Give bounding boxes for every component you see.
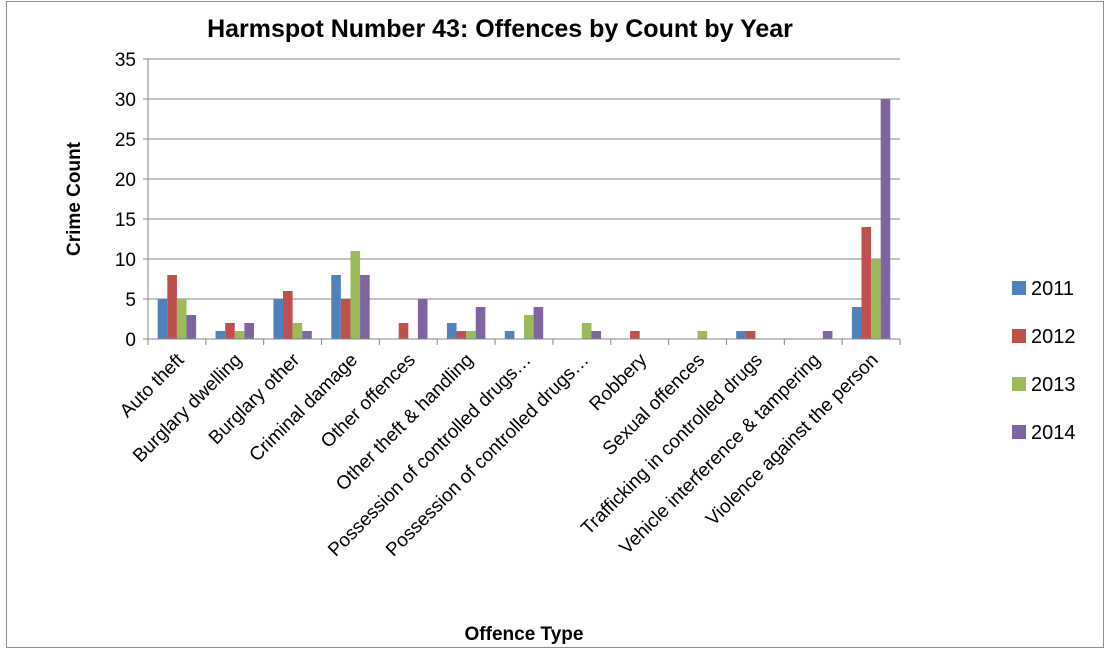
bar-2013 — [697, 331, 708, 339]
bar-2012 — [340, 299, 351, 339]
legend-swatch-2012 — [1012, 329, 1026, 343]
bar-2014 — [533, 307, 544, 339]
bar-2014 — [880, 99, 891, 339]
bar-2012 — [167, 275, 177, 339]
bar-2014 — [360, 275, 370, 339]
bar-2014 — [302, 331, 312, 339]
legend-label: 2013 — [1031, 374, 1076, 396]
bar-2012 — [283, 291, 293, 339]
legend-label: 2014 — [1031, 422, 1076, 444]
bar-2013 — [292, 323, 303, 339]
bar-2013 — [350, 251, 361, 339]
y-tick-labels: 0 5 10 15 20 25 30 35 — [115, 50, 136, 351]
legend-swatch-2014 — [1012, 425, 1026, 439]
bar-2011 — [851, 307, 862, 339]
y-tick-label: 15 — [115, 210, 136, 231]
legend-label: 2011 — [1031, 278, 1074, 300]
bar-2014 — [417, 299, 428, 339]
bar-2012 — [225, 323, 235, 339]
y-axis-title: Crime Count — [64, 141, 85, 256]
bar-2013 — [871, 259, 881, 339]
gridlines — [148, 58, 900, 300]
bar-2013 — [234, 331, 245, 339]
y-tick-label: 10 — [115, 250, 136, 271]
y-tick-label: 0 — [125, 330, 136, 351]
bar-2012 — [456, 331, 467, 339]
legend-swatch-2013 — [1012, 377, 1026, 391]
bar-2013 — [581, 323, 592, 339]
y-tick-label: 35 — [115, 50, 136, 71]
chart-title: Harmspot Number 43: Offences by Count by… — [207, 15, 793, 43]
axes — [143, 58, 901, 345]
bar-2012 — [745, 331, 756, 339]
bar-2012 — [398, 323, 409, 339]
bar-2011 — [446, 323, 457, 339]
bar-2013 — [524, 315, 534, 339]
bar-2014 — [475, 307, 486, 339]
bar-2011 — [331, 275, 341, 339]
x-axis-title: Offence Type — [465, 624, 584, 645]
bars — [157, 99, 891, 339]
y-tick-label: 20 — [115, 170, 136, 191]
bar-2012 — [861, 227, 872, 339]
bar-2014 — [822, 331, 833, 339]
bar-2012 — [630, 331, 640, 339]
legend-swatch-2011 — [1012, 281, 1026, 295]
bar-2011 — [504, 331, 515, 339]
bar-2011 — [273, 299, 284, 339]
legend-label: 2012 — [1031, 326, 1076, 348]
bar-2011 — [157, 299, 168, 339]
legend: 2011 2012 2013 2014 — [1012, 278, 1076, 444]
bar-2014 — [591, 331, 602, 339]
y-tick-label: 25 — [115, 130, 136, 151]
bar-2011 — [215, 331, 226, 339]
y-tick-label: 5 — [125, 290, 136, 311]
bar-2011 — [736, 331, 746, 339]
y-tick-label: 30 — [115, 90, 136, 111]
bar-2013 — [176, 299, 187, 339]
bar-2013 — [466, 331, 476, 339]
bar-2014 — [186, 315, 197, 339]
bar-2014 — [244, 323, 254, 339]
